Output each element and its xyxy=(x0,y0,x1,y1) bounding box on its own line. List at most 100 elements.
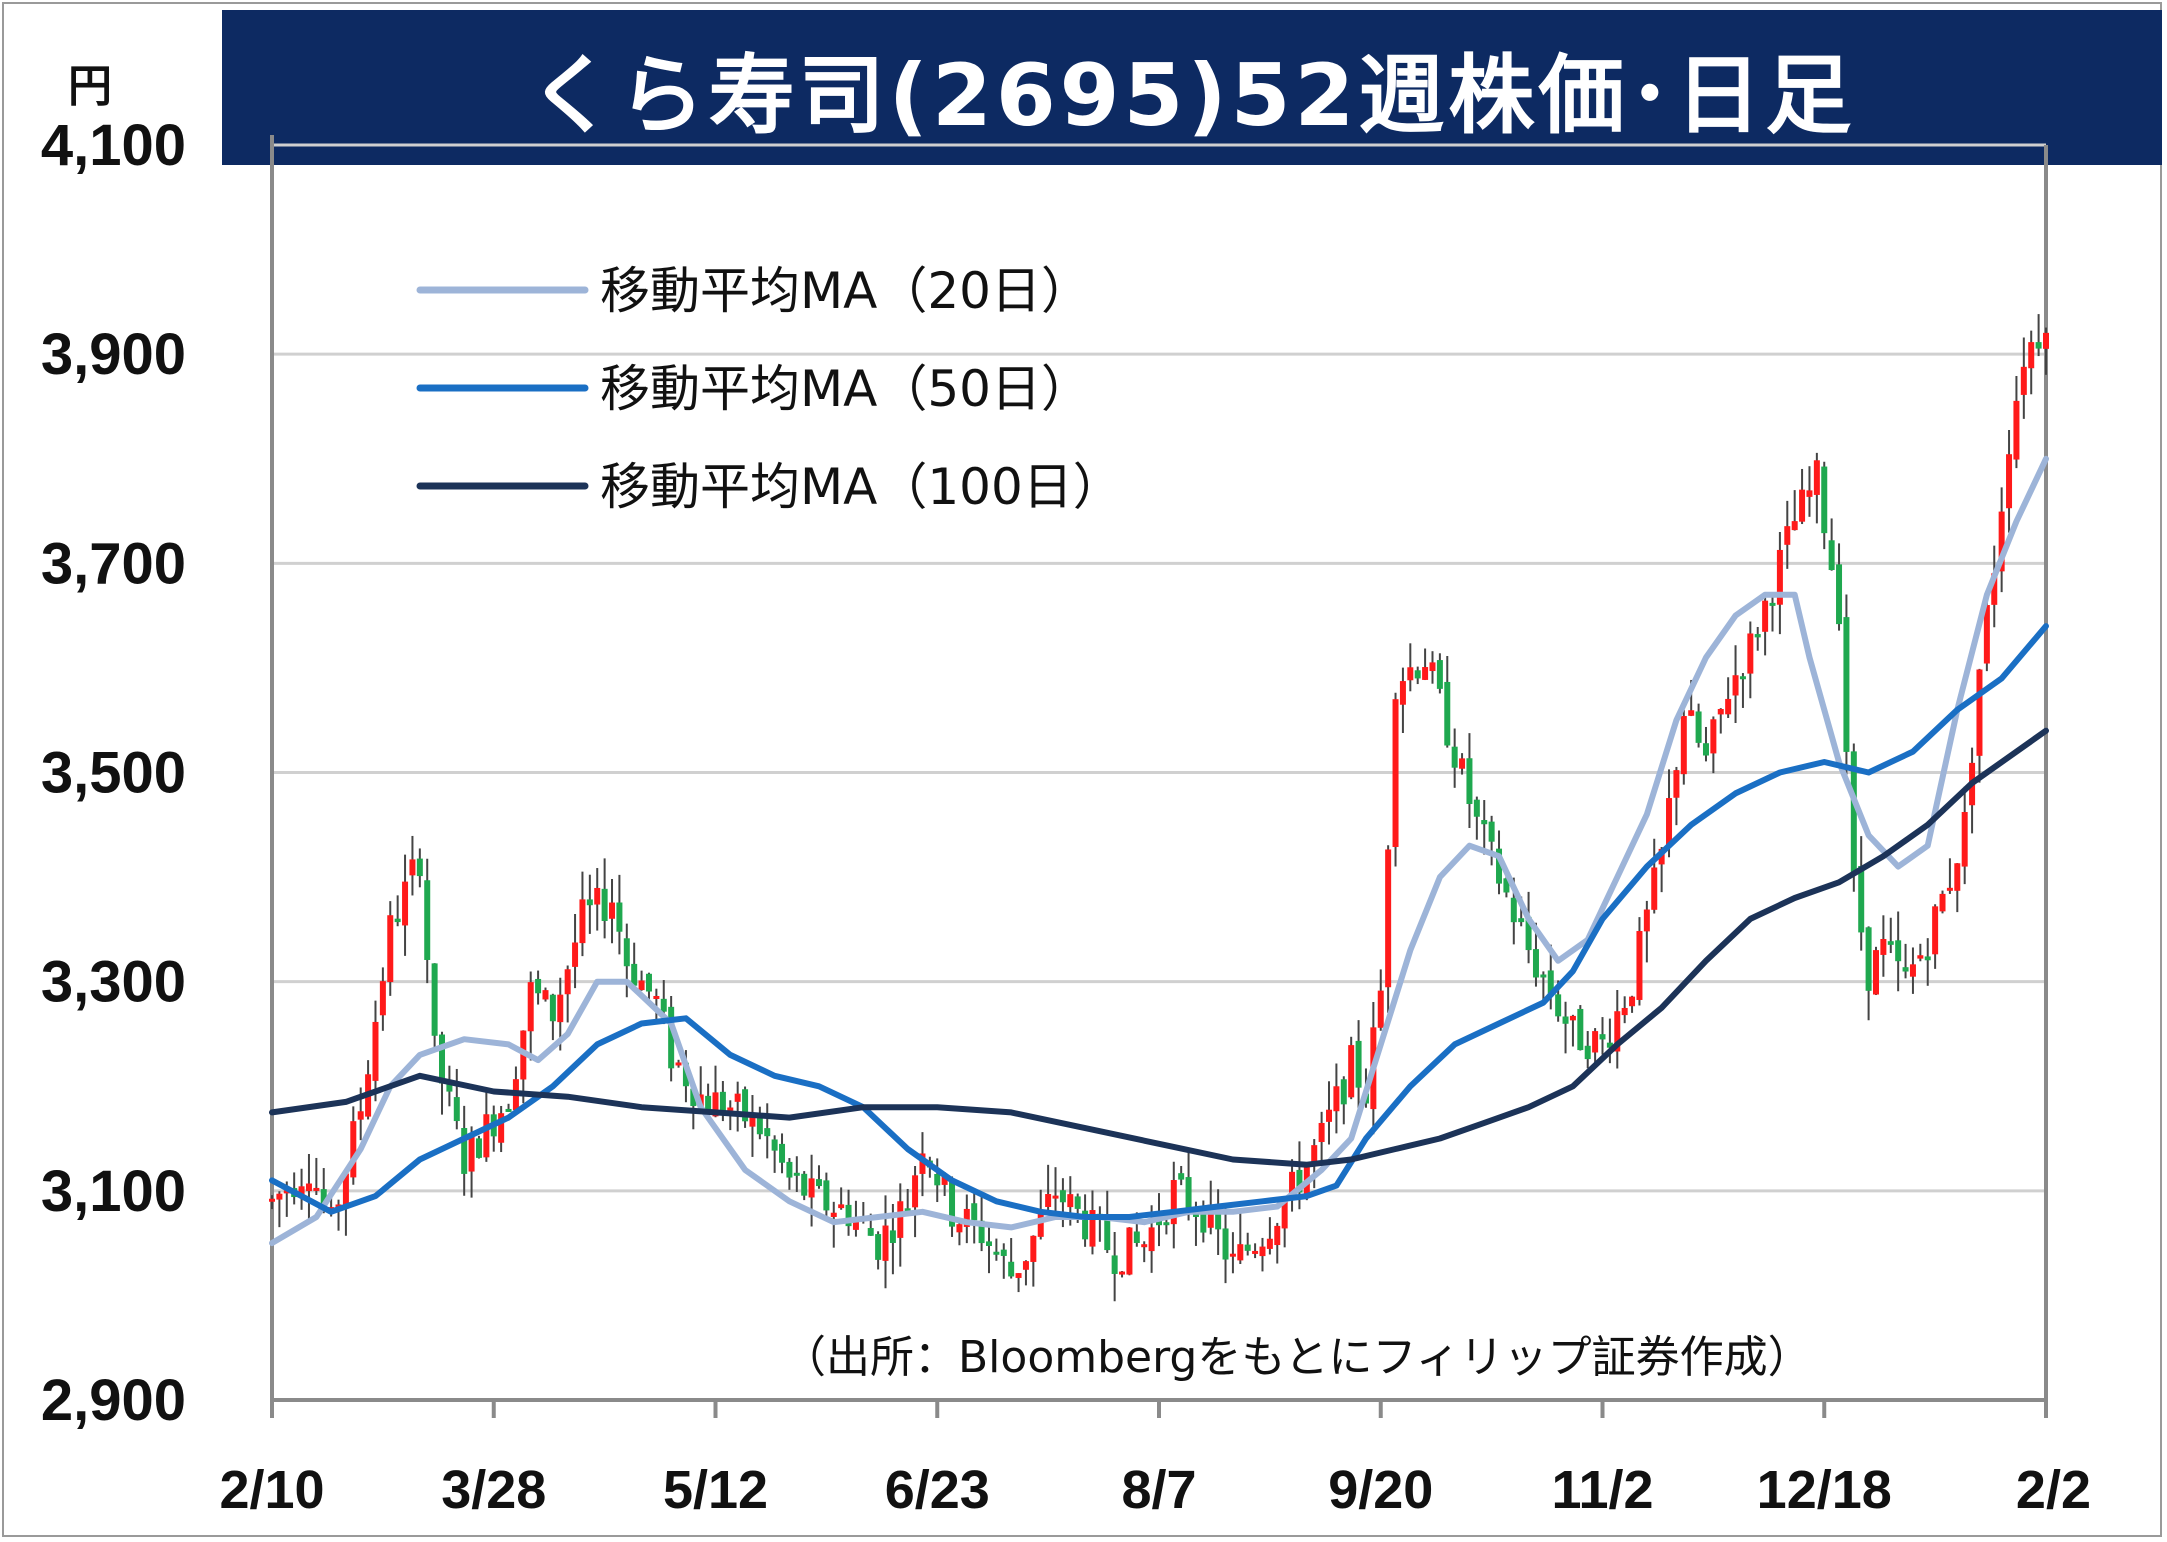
candle-up xyxy=(276,1193,283,1200)
candle-up xyxy=(1799,489,1806,522)
candle-up xyxy=(1673,770,1680,798)
y-tick-label: 3,100 xyxy=(41,1159,186,1224)
x-tick-label: 2/2 xyxy=(2016,1460,2091,1520)
candle-up xyxy=(1318,1122,1325,1143)
ma-line-3 xyxy=(269,727,2049,1168)
candle-down xyxy=(764,1128,771,1137)
ma-line-2 xyxy=(269,623,2049,1220)
candle-up xyxy=(1045,1194,1052,1207)
candle-up xyxy=(956,1224,963,1233)
candle-up xyxy=(1399,681,1406,705)
candle-down xyxy=(1865,927,1872,991)
legend: 移動平均MA（20日） 移動平均MA（50日） 移動平均MA（100日） xyxy=(416,262,1123,516)
candle-down xyxy=(823,1180,830,1211)
candle-up xyxy=(1872,950,1879,995)
moving-averages xyxy=(269,455,2049,1247)
candle-down xyxy=(705,1095,712,1111)
candle-up xyxy=(1289,1171,1296,1196)
candle-down xyxy=(586,899,593,906)
candle-down xyxy=(1540,974,1547,978)
candle-down xyxy=(971,1203,978,1221)
candle-down xyxy=(1518,918,1525,923)
candle-up xyxy=(342,1173,349,1207)
candle-up xyxy=(1429,662,1436,672)
candle-up xyxy=(335,1204,342,1208)
candle-up xyxy=(1776,549,1783,605)
candle-up xyxy=(1274,1225,1281,1246)
ma-line-1 xyxy=(269,455,2049,1247)
candle-down xyxy=(1111,1255,1118,1274)
candle-down xyxy=(786,1161,793,1178)
candle-down xyxy=(889,1230,896,1244)
candle-up xyxy=(838,1204,845,1209)
candle-down xyxy=(845,1204,852,1227)
candle-up xyxy=(1983,605,1990,664)
candle-down xyxy=(1008,1261,1015,1277)
candle-up xyxy=(638,980,645,991)
candle-down xyxy=(1200,1210,1207,1233)
candle-up xyxy=(675,1062,682,1066)
candle-up xyxy=(1784,526,1791,545)
candle-down xyxy=(1104,1217,1111,1251)
candle-down xyxy=(1503,878,1510,893)
candle-down xyxy=(1702,743,1709,756)
candle-up xyxy=(1880,938,1887,955)
candle-down xyxy=(1059,1190,1066,1203)
candle-up xyxy=(483,1114,490,1158)
candle-down xyxy=(1215,1206,1222,1230)
source-note: （出所：Bloombergをもとにフィリップ証券作成） xyxy=(782,1332,1812,1383)
candle-up xyxy=(1629,996,1636,1007)
candle-down xyxy=(1887,941,1894,945)
candle-up xyxy=(1392,699,1399,847)
candle-down xyxy=(394,918,401,923)
candle-up xyxy=(402,881,409,926)
candle-down xyxy=(505,1108,512,1112)
x-tick-label: 12/18 xyxy=(1757,1460,1892,1520)
candle-up xyxy=(1126,1227,1133,1275)
candle-down xyxy=(690,1088,697,1107)
candle-up xyxy=(1747,633,1754,674)
candle-down xyxy=(1599,1034,1606,1040)
candlesticks xyxy=(269,314,2049,1302)
candle-down xyxy=(453,1097,460,1122)
candle-down xyxy=(1355,1040,1362,1088)
candle-down xyxy=(904,1208,911,1212)
candle-up xyxy=(1946,887,1953,891)
candle-up xyxy=(1813,460,1820,495)
x-tick-label: 9/20 xyxy=(1328,1460,1433,1520)
x-tick-label: 11/2 xyxy=(1551,1460,1653,1520)
candle-down xyxy=(1895,940,1902,962)
candle-up xyxy=(572,942,579,967)
candle-down xyxy=(1163,1222,1170,1226)
candle-up xyxy=(1717,709,1724,715)
candle-up xyxy=(897,1201,904,1238)
candle-up xyxy=(1961,812,1968,867)
candle-down xyxy=(668,1006,675,1069)
candle-up xyxy=(379,981,386,1016)
candle-down xyxy=(431,963,438,1036)
candle-up xyxy=(557,994,564,1023)
candle-up xyxy=(1037,1213,1044,1237)
candle-down xyxy=(1828,540,1835,571)
candle-up xyxy=(1725,698,1732,715)
candle-up xyxy=(1614,1011,1621,1052)
title-bar: くら寿司(2695)52週株価･日足 xyxy=(222,10,2162,165)
y-tick-label: 3,700 xyxy=(41,531,186,596)
candle-up xyxy=(1621,1007,1628,1016)
candle-up xyxy=(1991,573,1998,605)
candle-up xyxy=(963,1208,970,1227)
x-tick-label: 5/12 xyxy=(663,1460,768,1520)
y-tick-label: 3,900 xyxy=(41,322,186,387)
candle-up xyxy=(1067,1194,1074,1208)
candle-up xyxy=(653,995,660,999)
candle-down xyxy=(1082,1210,1089,1240)
candle-up xyxy=(1422,667,1429,680)
candle-down xyxy=(645,973,652,992)
chart-title: くら寿司(2695)52週株価･日足 xyxy=(528,46,1856,146)
candle-up xyxy=(1281,1200,1288,1229)
candle-up xyxy=(1148,1227,1155,1252)
candle-down xyxy=(631,963,638,986)
candle-up xyxy=(2020,366,2027,395)
candle-up xyxy=(527,982,534,1032)
